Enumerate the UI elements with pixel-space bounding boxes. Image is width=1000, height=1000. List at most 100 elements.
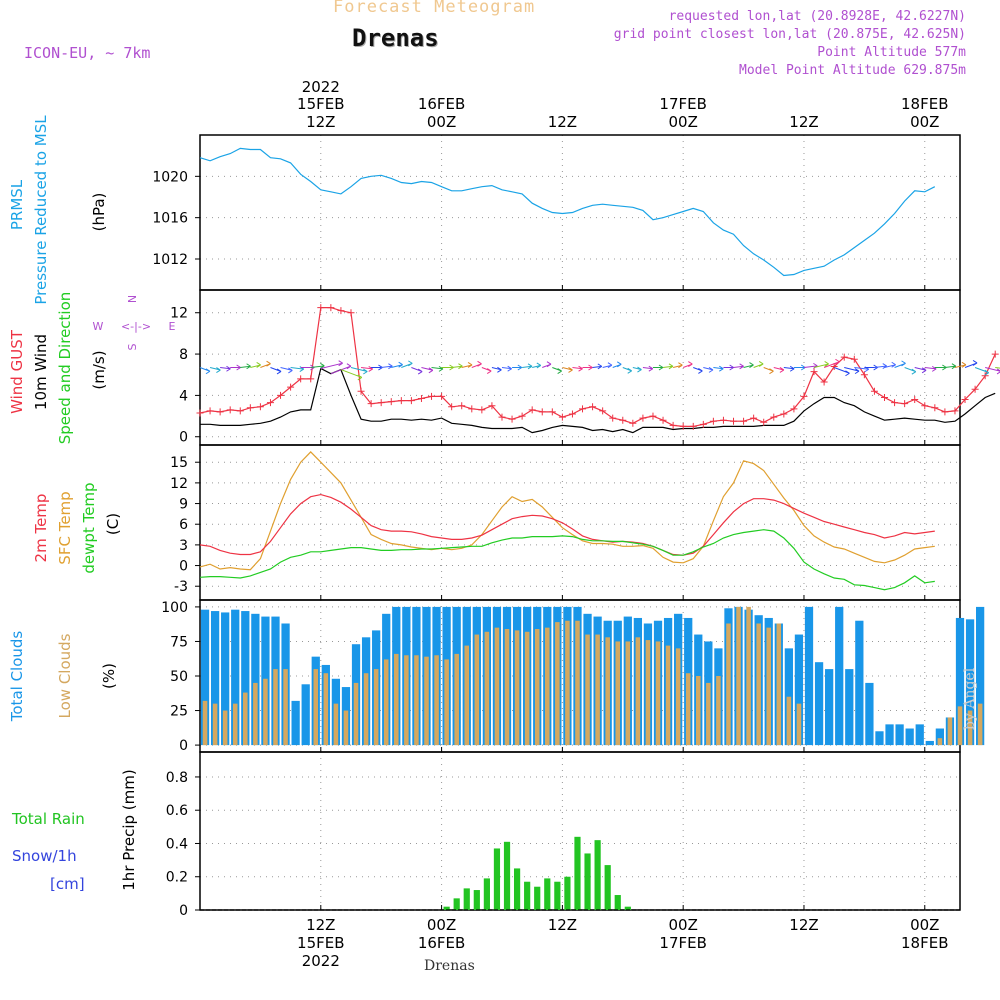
gust-marker	[730, 417, 738, 425]
low-cloud-bar	[746, 606, 751, 746]
gust-marker	[387, 398, 395, 406]
wind-direction-arrow	[572, 365, 583, 372]
low-cloud-bar	[202, 700, 208, 746]
total-cloud-bar	[855, 620, 864, 746]
total-cloud-bar	[814, 662, 824, 746]
wind-direction-arrow	[823, 358, 840, 368]
low-cloud-bar	[947, 717, 953, 746]
gust-marker	[901, 400, 909, 408]
low-cloud-bar	[716, 676, 721, 746]
compass-e: E	[169, 320, 176, 333]
sfc-temp-line	[199, 451, 935, 571]
pressure-label-2: Pressure Reduced to MSL	[32, 115, 50, 305]
low-cloud-bar	[323, 673, 329, 746]
wind-direction-arrow	[713, 365, 724, 372]
low-cloud-bar	[786, 696, 792, 746]
low-cloud-bar	[605, 637, 610, 746]
low-cloud-label: Low Clouds	[56, 633, 74, 718]
gust-marker	[629, 419, 637, 427]
gust-marker	[327, 304, 335, 312]
wind-direction-arrow	[310, 362, 325, 369]
gust-marker	[669, 421, 677, 429]
total-cloud-bar	[241, 611, 250, 746]
gust-marker	[498, 413, 506, 421]
wind-direction-arrow	[340, 369, 363, 381]
gust-marker	[407, 397, 415, 405]
wind-direction-arrow	[693, 367, 703, 374]
wind-direction-label: Speed and Direction	[56, 292, 74, 445]
rain-bar	[584, 853, 591, 910]
low-cloud-bar	[625, 641, 631, 746]
wind-direction-arrow	[974, 367, 990, 376]
low-cloud-bar	[665, 645, 671, 746]
y-tick-label: 0.4	[166, 836, 188, 852]
gust-marker	[750, 414, 758, 422]
wind-direction-arrow	[350, 367, 368, 375]
gust-marker	[981, 372, 989, 380]
gust-marker	[719, 416, 727, 424]
wind-direction-arrow	[924, 365, 937, 372]
low-cloud-bar	[595, 634, 600, 746]
dewpt-line	[199, 529, 935, 591]
model-altitude: Model Point Altitude 629.875m	[739, 63, 966, 78]
low-cloud-bar	[575, 620, 580, 746]
wind-direction-arrow	[401, 360, 413, 368]
low-cloud-bar	[545, 627, 550, 746]
compass-w: W	[93, 320, 104, 333]
wind-direction-arrow	[723, 364, 734, 371]
bottom-time-label: 18FEB	[901, 934, 948, 952]
total-cloud-bar	[835, 606, 844, 746]
rain-bar	[564, 876, 571, 910]
wind-direction-arrow	[501, 365, 512, 372]
low-cloud-bar	[212, 703, 218, 746]
gust-marker	[740, 417, 748, 425]
wind-direction-arrow	[844, 367, 860, 375]
point-altitude: Point Altitude 577m	[817, 45, 966, 60]
gust-marker	[468, 405, 476, 413]
y-tick-label: 75	[170, 634, 188, 650]
gust-marker	[659, 416, 667, 424]
gust-marker	[438, 392, 446, 400]
wind-direction-arrow	[884, 361, 896, 368]
gust-marker	[619, 416, 627, 424]
wind-direction-arrow	[632, 366, 642, 373]
gust-marker	[649, 412, 657, 420]
gust-marker	[961, 396, 969, 404]
rain-bar	[443, 906, 450, 910]
location-title: Drenas	[352, 24, 439, 52]
low-cloud-bar	[514, 630, 520, 746]
low-cloud-bar	[675, 648, 681, 746]
wind-direction-arrow	[662, 363, 674, 370]
low-cloud-bar	[383, 659, 389, 746]
top-time-label: 16FEB	[418, 95, 465, 113]
wind-direction-arrow	[280, 367, 293, 374]
low-cloud-bar	[454, 653, 459, 746]
requested-coords: requested lon,lat (20.8928E, 42.6227N)	[668, 9, 966, 24]
total-cloud-bar	[301, 684, 310, 746]
y-tick-label: 4	[179, 388, 188, 404]
gust-marker	[317, 304, 325, 312]
gust-marker	[780, 410, 788, 418]
wind-direction-arrow	[592, 363, 603, 370]
low-cloud-bar	[474, 634, 480, 746]
low-cloud-bar	[343, 710, 349, 746]
gust-marker	[760, 418, 768, 426]
total-cloud-bar	[231, 609, 240, 746]
gust-marker	[508, 415, 516, 423]
rain-bar	[534, 886, 541, 910]
y-tick-label: 100	[161, 600, 188, 616]
gust-marker	[589, 403, 597, 411]
wind-direction-arrow	[451, 363, 463, 370]
gust-marker	[548, 408, 556, 416]
wind-direction-arrow	[421, 367, 434, 374]
wind-direction-arrow	[743, 362, 754, 368]
low-cloud-bar	[685, 673, 691, 746]
low-cloud-bar	[444, 659, 449, 746]
total-cloud-bar	[251, 613, 260, 746]
compass-n: N	[126, 295, 139, 303]
low-cloud-bar	[766, 627, 772, 746]
low-cloud-bar	[957, 706, 963, 746]
low-cloud-bar	[414, 655, 419, 746]
credit-watermark: by Angel	[962, 667, 978, 730]
gust-marker	[679, 422, 687, 430]
